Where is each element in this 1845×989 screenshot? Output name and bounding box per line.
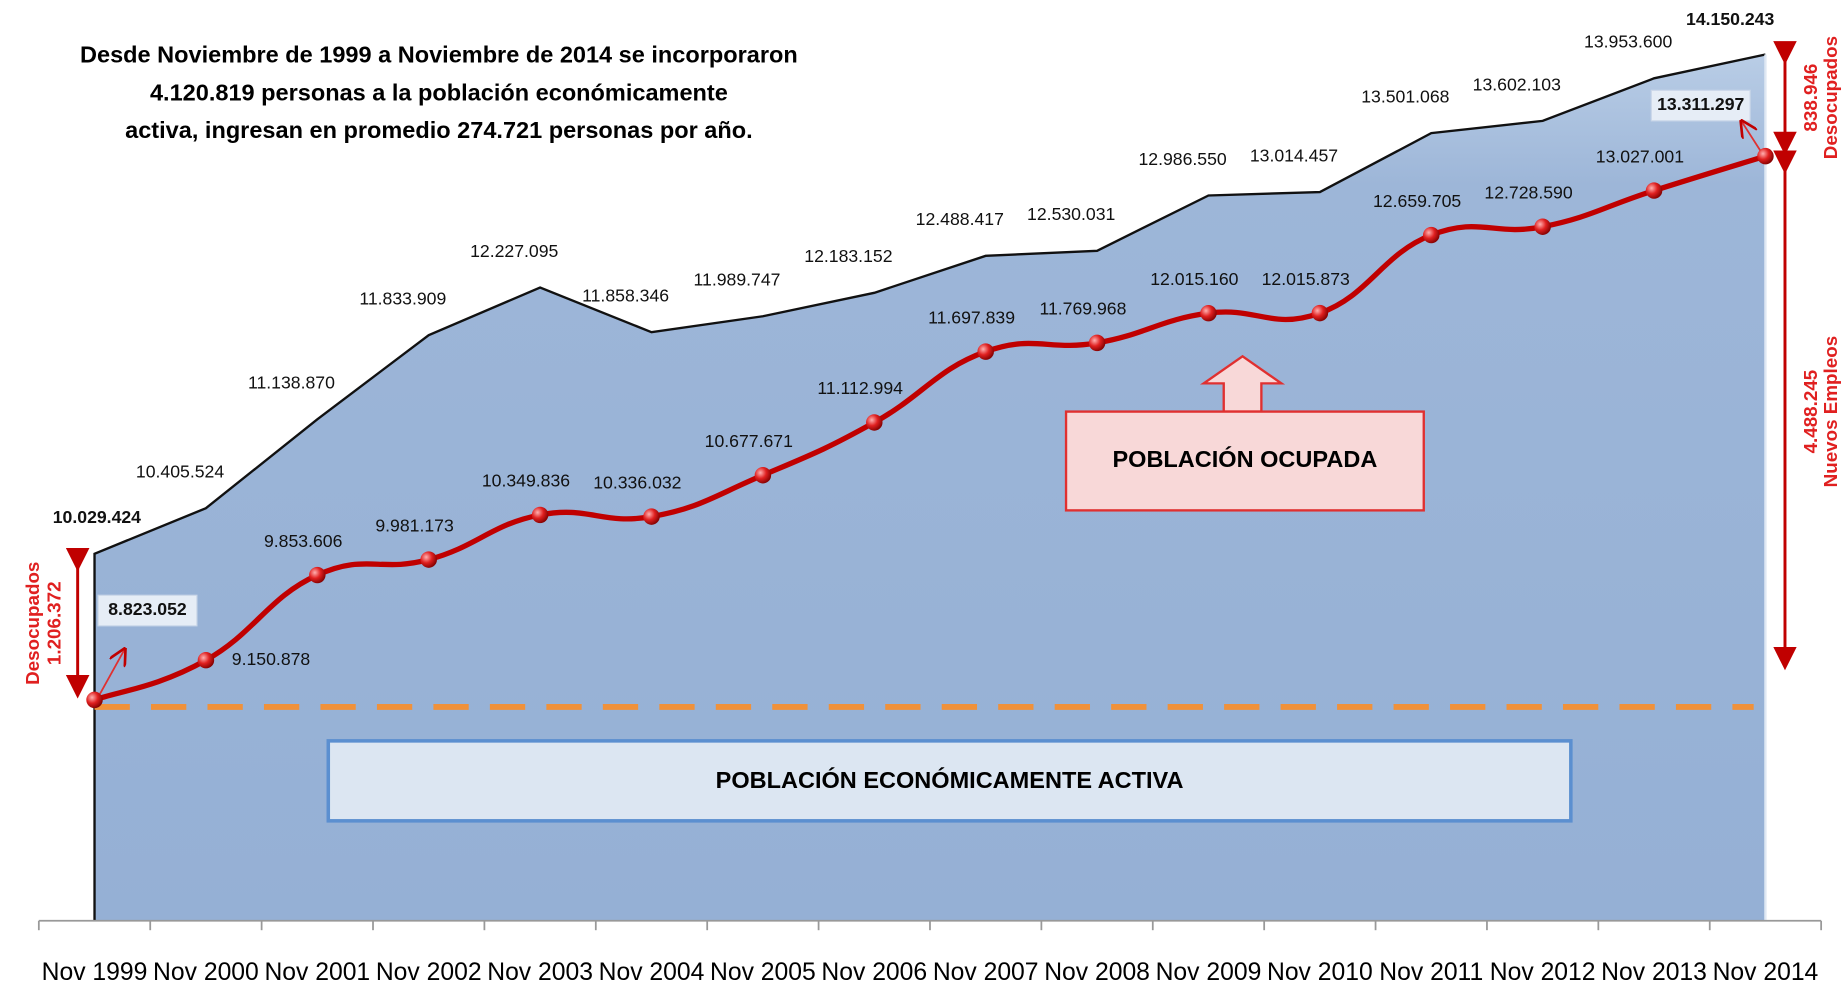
data-label: 9.981.173 — [375, 515, 454, 535]
point — [977, 343, 994, 360]
pea-box — [326, 739, 1573, 823]
data-label: 12.659.705 — [1373, 191, 1461, 211]
point — [1311, 304, 1329, 322]
pointer — [99, 649, 125, 695]
ocupada-box — [1064, 410, 1425, 512]
x-tick-label: Nov 2007 — [933, 959, 1039, 986]
area-outline — [93, 53, 1766, 921]
data-label: 10.029.424 — [53, 507, 141, 527]
annotation: Desocupados — [1820, 36, 1841, 159]
point — [531, 506, 549, 524]
data-label: 10.336.032 — [593, 472, 681, 492]
annotation: 1.206.372 — [43, 581, 64, 665]
data-label: 9.853.606 — [264, 531, 343, 551]
x-tick-label: Nov 2001 — [264, 959, 370, 986]
x-tick-label: Nov 2013 — [1601, 959, 1707, 986]
data-label: 10.677.671 — [705, 431, 793, 451]
pointer — [1741, 121, 1762, 152]
data-label: 12.015.873 — [1262, 269, 1350, 289]
data-label: 12.227.095 — [470, 241, 558, 261]
x-tick-label: Nov 2004 — [599, 959, 705, 986]
annotations: Desde Noviembre de 1999 a Noviembre de 2… — [22, 36, 1841, 823]
x-tick-label: Nov 2011 — [1379, 959, 1483, 986]
data-label: 8.823.052 — [108, 599, 187, 619]
data-label: 12.015.160 — [1150, 269, 1238, 289]
data-label: 14.150.243 — [1686, 9, 1774, 29]
x-tick-label: Nov 2002 — [376, 959, 482, 986]
x-tick-label: Nov 2006 — [821, 959, 927, 986]
data-label: 11.989.747 — [694, 270, 781, 290]
annotation: Desocupados — [22, 562, 43, 685]
point — [1534, 218, 1551, 235]
ocupada-label: POBLACIÓN OCUPADA — [1112, 445, 1377, 472]
annotation: 838.946 — [1800, 64, 1821, 132]
plot-area: Nov 1999 Nov 2000 Nov 2001 Nov 2002 Nov 2003… — [37, 9, 1823, 986]
annotation: 4.488.245 — [1800, 370, 1821, 454]
data-label: 12.986.550 — [1138, 149, 1226, 169]
point — [86, 691, 103, 709]
x-tick-label: Nov 2009 — [1156, 959, 1262, 986]
up-arrow — [1199, 354, 1286, 413]
x-tick-label: Nov 2010 — [1267, 959, 1373, 986]
point — [754, 466, 772, 484]
title-line: activa, ingresan en promedio 274.721 per… — [125, 117, 752, 143]
point — [866, 414, 883, 431]
data-label: 13.602.103 — [1473, 74, 1561, 94]
data-label: 11.833.909 — [359, 289, 446, 309]
point — [420, 551, 437, 568]
data-label: 12.183.152 — [804, 246, 892, 266]
data-label: 12.530.031 — [1027, 204, 1115, 224]
point — [309, 566, 326, 584]
data-label: 13.014.457 — [1250, 145, 1338, 165]
x-tick-label: Nov 2008 — [1044, 959, 1150, 986]
point — [1200, 304, 1217, 322]
x-tick-label: Nov 2005 — [710, 959, 816, 986]
x-tick-label: Nov 1999 — [42, 959, 148, 986]
x-tick-label: Nov 2012 — [1490, 959, 1596, 986]
data-label: 11.697.839 — [928, 307, 1015, 327]
point — [643, 508, 660, 525]
label-box — [1650, 89, 1751, 122]
data-label: 10.349.836 — [482, 471, 570, 491]
data-label: 11.138.870 — [248, 373, 335, 393]
x-tick-label: Nov 2003 — [487, 959, 593, 986]
data-label: 11.112.994 — [817, 378, 903, 398]
x-tick-label: Nov 2014 — [1713, 959, 1819, 986]
data-label: 13.027.001 — [1596, 146, 1684, 166]
label-box — [97, 594, 198, 627]
point — [1645, 182, 1663, 199]
point — [1423, 226, 1440, 244]
data-label: 11.769.968 — [1039, 299, 1126, 319]
point — [1088, 334, 1106, 352]
data-label: 13.311.297 — [1657, 94, 1744, 114]
data-label: 10.405.524 — [136, 462, 224, 482]
title-line: 4.120.819 personas a la población económ… — [150, 79, 728, 105]
title-line: Desde Noviembre de 1999 a Noviembre de 2… — [80, 42, 798, 68]
point — [1757, 147, 1774, 165]
line — [93, 153, 1767, 703]
data-label: 13.953.600 — [1584, 32, 1672, 52]
data-label: 9.150.878 — [232, 649, 311, 669]
data-label: 13.501.068 — [1361, 87, 1449, 107]
annotation: Nuevos Empleos — [1820, 336, 1841, 488]
pea-label: POBLACIÓN ECONÓMICAMENTE ACTIVA — [716, 766, 1184, 793]
x-tick-label: Nov 2000 — [153, 959, 259, 986]
data-label: 11.858.346 — [582, 286, 669, 306]
data-label: 12.488.417 — [916, 209, 1004, 229]
point — [197, 651, 215, 669]
data-label: 12.728.590 — [1484, 182, 1572, 202]
